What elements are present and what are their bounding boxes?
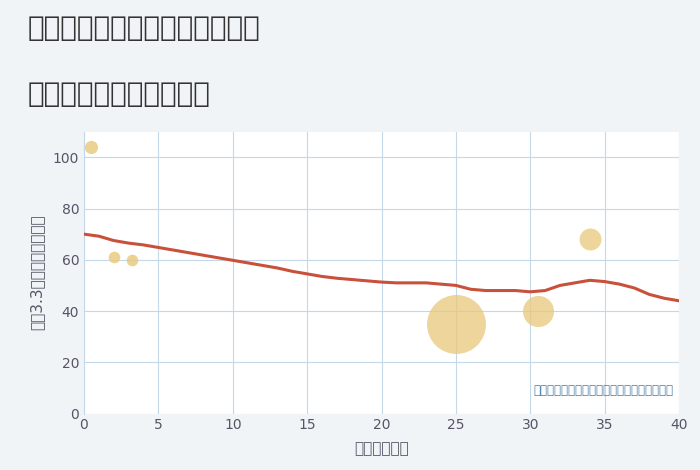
Point: [86, 143, 97, 151]
Point: [584, 235, 595, 243]
Point: [532, 307, 543, 315]
Point: [450, 320, 461, 328]
Point: [126, 256, 137, 264]
Text: 円の大きさは、取引のあった物件面積を示す: 円の大きさは、取引のあった物件面積を示す: [533, 384, 673, 397]
Text: 築年数別中古戸建て価格: 築年数別中古戸建て価格: [28, 80, 211, 108]
Text: 兵庫県姫路市飾磨区英賀西町の: 兵庫県姫路市飾磨区英賀西町の: [28, 14, 260, 42]
Y-axis label: 坪（3.3㎡）単価（万円）: 坪（3.3㎡）単価（万円）: [29, 215, 44, 330]
Point: [108, 253, 119, 261]
X-axis label: 築年数（年）: 築年数（年）: [354, 441, 409, 456]
